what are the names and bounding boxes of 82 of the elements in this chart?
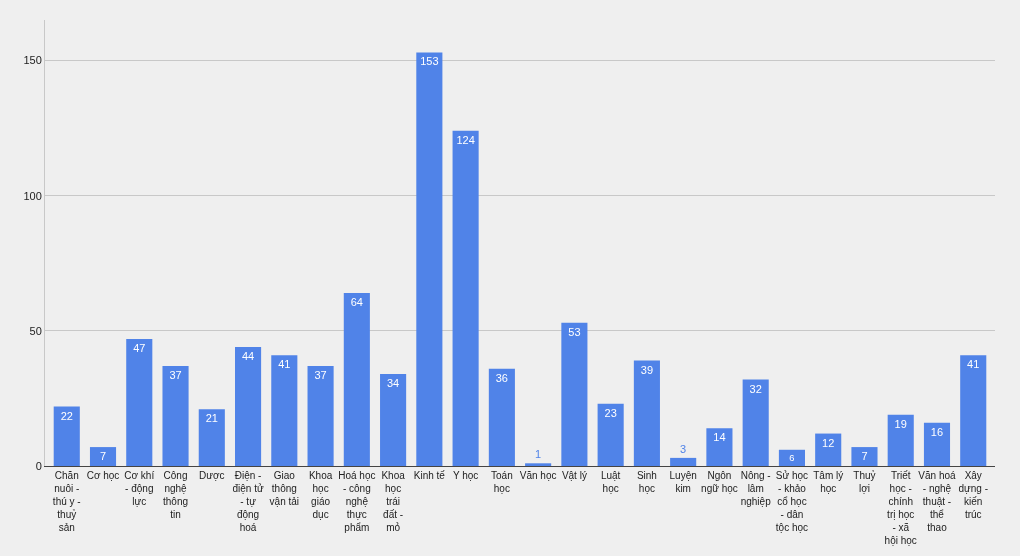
x-tick-label: Khoa học giáo dục (308, 470, 333, 520)
bar (488, 368, 515, 466)
x-tick-label: Tâm lý học (813, 470, 844, 494)
bar (380, 374, 407, 466)
x-tick-label: Sinh học (636, 470, 657, 494)
x-tick-label: Toán học (491, 470, 513, 494)
bar (452, 130, 479, 466)
bar (561, 322, 588, 466)
bar (887, 414, 914, 466)
data-label: 23 (604, 406, 617, 419)
bar (307, 365, 334, 466)
bar (706, 428, 733, 466)
bar (923, 422, 951, 466)
bar (815, 433, 842, 466)
x-tick-label: Kinh tế (413, 470, 446, 481)
bar (89, 447, 117, 466)
x-tick-label: Sử học - khảo cổ học - dân tộc học (775, 470, 809, 533)
bar (343, 293, 370, 466)
data-label: 32 (749, 382, 762, 395)
data-label: 124 (456, 133, 475, 146)
bar (162, 365, 189, 466)
x-tick-label: Cơ khí - động lực (124, 470, 155, 507)
bar (742, 379, 769, 466)
bar (670, 457, 697, 466)
x-tick-label: Y học (452, 470, 479, 481)
x-tick-label: Luật học (600, 470, 621, 494)
x-tick-label: Văn hoá - nghệ thuật - thể thao (918, 470, 957, 533)
x-tick-label: Công nghệ thông tin (163, 470, 189, 520)
data-label: 64 (350, 296, 363, 309)
data-label: 39 (640, 363, 654, 376)
y-tick-label: 50 (29, 324, 42, 337)
data-label: 16 (930, 425, 944, 438)
data-label: 36 (495, 371, 508, 384)
data-label: 22 (60, 409, 73, 422)
data-label: 37 (314, 368, 327, 381)
x-tick-label: Điện - điện tử - tự động hoá (232, 470, 264, 533)
data-label: 153 (420, 55, 439, 68)
x-tick-label: Dược (199, 470, 225, 481)
data-label: 41 (967, 358, 980, 371)
bar (960, 355, 987, 466)
data-label: 6 (789, 453, 795, 464)
x-tick-label: Triết học - chính trị học - xã hội học (884, 470, 917, 546)
bar (126, 338, 153, 466)
x-tick-label: Thuỷ lợi (853, 470, 876, 494)
data-label: 7 (99, 450, 107, 463)
y-tick-label: 150 (23, 54, 42, 67)
x-tick-label: Giao thông vận tải (269, 470, 300, 507)
data-label: 37 (169, 368, 182, 381)
x-tick-label: Vật lý (561, 470, 587, 481)
y-tick-label: 100 (23, 189, 42, 202)
x-tick-label: Cơ học (86, 470, 120, 481)
data-label: 47 (133, 341, 146, 354)
data-label: 3 (680, 442, 687, 455)
bar (416, 52, 443, 466)
data-label: 7 (861, 450, 868, 463)
data-label: 19 (894, 417, 907, 430)
bar (851, 447, 878, 466)
bar (198, 409, 225, 466)
x-tick-label: Luyện kim (669, 470, 697, 494)
bar (633, 360, 660, 466)
bar (778, 449, 805, 466)
x-tick-label: Xây dựng - kiến trúc (958, 470, 988, 520)
data-label: 34 (386, 377, 400, 390)
data-label: 1 (535, 448, 542, 461)
x-tick-label: Hoá học - công nghệ thực phẩm (338, 470, 376, 533)
bar (53, 406, 80, 466)
x-tick-label: Chăn nuôi - thú y - thuỷ sản (52, 470, 81, 533)
x-tick-label: Văn học (519, 470, 557, 481)
data-label: 41 (278, 358, 291, 371)
bar (235, 347, 262, 466)
bar (597, 403, 624, 466)
x-tick-label: Nông - lâm nghiệp (740, 470, 772, 507)
x-tick-label: Khoa học trái đất - mỏ (381, 470, 406, 533)
bar (525, 463, 552, 466)
data-label: 12 (822, 436, 835, 449)
data-label: 44 (241, 350, 255, 363)
data-label: 21 (205, 412, 218, 425)
bar (271, 355, 298, 466)
data-label: 14 (713, 431, 726, 444)
y-tick-label: 0 (35, 459, 42, 472)
data-label: 53 (568, 325, 581, 338)
x-tick-label: Ngôn ngữ học (701, 470, 738, 494)
